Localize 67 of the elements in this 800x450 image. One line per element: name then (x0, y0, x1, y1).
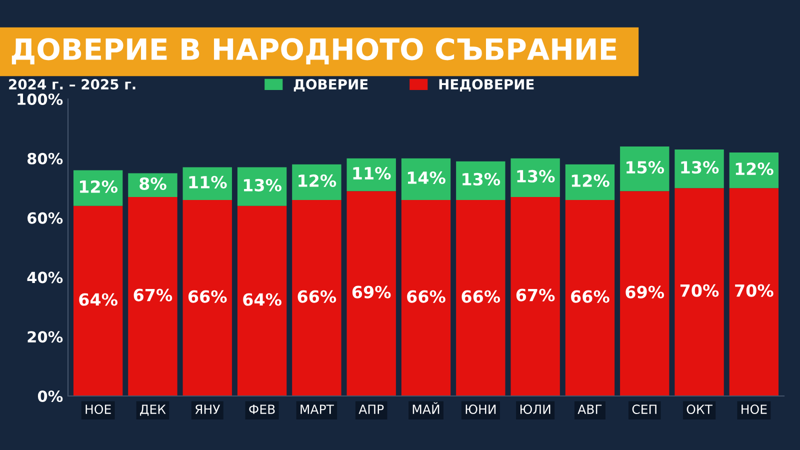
y-tick-label: 0% (38, 390, 63, 402)
data-label: 66% (571, 290, 610, 303)
data-label: 12% (298, 174, 336, 187)
bar (456, 161, 506, 200)
data-label: 13% (244, 178, 282, 192)
data-label: 67% (134, 288, 172, 302)
y-tick-label: 60% (28, 212, 63, 224)
bar (620, 191, 670, 396)
chart-subtitle: 2024 г. – 2025 г. (9, 79, 136, 90)
bar (565, 200, 615, 396)
bar (128, 197, 178, 396)
bar (510, 197, 560, 396)
bar (456, 200, 506, 396)
data-label: 70% (680, 284, 719, 297)
legend-label: НЕДОВЕРИЕ (439, 79, 534, 92)
bar (620, 146, 670, 192)
data-label: 11% (189, 176, 227, 188)
bar (401, 158, 451, 200)
data-label: 66% (188, 290, 227, 303)
y-tick-label: 20% (28, 331, 63, 343)
chart-title: ДОВЕРИЕ В НАРОДНОТО СЪБРАНИЕ (12, 38, 616, 64)
bar (674, 188, 724, 396)
data-label: 64% (243, 293, 282, 306)
y-tick-label: 80% (28, 152, 63, 164)
x-tick-label: ЯНУ (195, 404, 220, 414)
data-label: 8% (140, 177, 166, 190)
data-label: 66% (298, 290, 336, 303)
data-label: 67% (516, 288, 555, 302)
data-label: 14% (408, 171, 446, 184)
bar (729, 188, 779, 396)
x-tick-label: ОКТ (686, 404, 712, 414)
data-label: 66% (407, 290, 446, 303)
bar (292, 200, 342, 396)
data-label: 13% (681, 161, 719, 174)
data-label: 70% (735, 284, 774, 297)
bar (346, 191, 396, 396)
x-tick-label: МАРТ (300, 404, 334, 414)
bar (401, 200, 451, 396)
data-label: 66% (462, 290, 500, 303)
x-tick-label: НОЕ (86, 404, 111, 414)
x-tick-label: ЮЛИ (520, 404, 550, 414)
x-tick-label: СЕП (632, 404, 656, 414)
x-tick-label: НОЕ (742, 404, 767, 414)
bar (73, 206, 123, 396)
data-label: 13% (517, 170, 555, 183)
data-label: 12% (736, 162, 774, 176)
data-label: 12% (80, 180, 118, 193)
data-label: 69% (352, 286, 391, 298)
x-tick-label: ЮНИ (466, 404, 496, 414)
bar (182, 200, 232, 396)
legend-label: ДОВЕРИЕ (294, 79, 368, 92)
bar (237, 206, 287, 396)
y-tick-label: 40% (27, 272, 63, 284)
data-label: 11% (353, 166, 391, 180)
data-label: 12% (572, 174, 610, 187)
x-tick-label: АВГ (578, 404, 602, 414)
data-label: 64% (79, 293, 118, 306)
bar (674, 149, 724, 188)
data-label: 15% (626, 161, 664, 174)
x-tick-label: ФЕВ (249, 404, 275, 414)
bar (510, 158, 560, 198)
data-label: 13% (462, 172, 500, 186)
x-tick-label: ДЕК (140, 404, 166, 416)
x-tick-label: МАЙ (412, 402, 440, 414)
y-tick-label: 100% (18, 93, 63, 106)
data-label: 69% (626, 286, 664, 298)
x-tick-label: АПР (358, 404, 384, 414)
